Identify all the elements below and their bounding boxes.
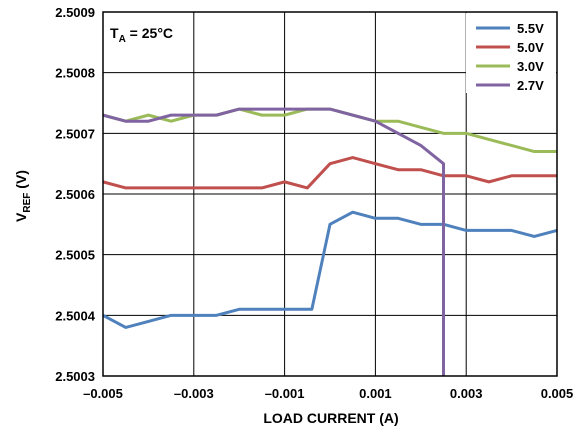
x-tick-label: –0.003 bbox=[174, 386, 214, 401]
y-axis-title-unit: (V) bbox=[13, 170, 29, 193]
y-axis-title-main: V bbox=[13, 212, 29, 222]
legend-label-2-7V: 2.7V bbox=[517, 78, 544, 93]
y-axis-title: VREF (V) bbox=[13, 170, 33, 222]
annotation-rest: = 25°C bbox=[126, 25, 173, 41]
legend-label-3-0V: 3.0V bbox=[517, 59, 544, 74]
x-tick-label: 0.001 bbox=[359, 386, 392, 401]
legend-label-5-5V: 5.5V bbox=[517, 21, 544, 36]
y-tick-label: 2.5003 bbox=[55, 369, 95, 384]
y-tick-label: 2.5007 bbox=[55, 126, 95, 141]
series-line-2-7V bbox=[102, 107, 445, 376]
x-axis-title: LOAD CURRENT (A) bbox=[263, 410, 398, 426]
plot-frame bbox=[102, 11, 558, 377]
series-line-5-0V bbox=[102, 156, 557, 190]
annotation-temperature: TA = 25°C bbox=[110, 25, 173, 45]
x-tick-label: –0.005 bbox=[83, 386, 123, 401]
x-tick-label: 0.003 bbox=[450, 386, 483, 401]
legend-label-5-0V: 5.0V bbox=[517, 40, 544, 55]
y-tick-label: 2.5009 bbox=[55, 5, 95, 20]
y-tick-label: 2.5005 bbox=[55, 248, 95, 263]
series-lines bbox=[102, 107, 558, 376]
legend-background bbox=[466, 13, 556, 93]
legend: 5.5V 5.0V 3.0V 2.7V bbox=[466, 13, 556, 93]
y-tick-label: 2.5006 bbox=[55, 187, 95, 202]
y-axis-title-sub: REF bbox=[22, 193, 33, 213]
series-line-5-5V bbox=[102, 210, 558, 329]
x-tick-label: –0.001 bbox=[265, 386, 305, 401]
y-tick-label: 2.5004 bbox=[55, 308, 96, 323]
annotation-main: T bbox=[110, 25, 119, 41]
y-tick-label: 2.5008 bbox=[55, 66, 95, 81]
tick-labels: –0.005 –0.003 –0.001 0.001 0.003 0.005 2.5003 2… bbox=[55, 5, 573, 401]
annotation-sub: A bbox=[119, 34, 126, 45]
x-tick-label: 0.005 bbox=[541, 386, 574, 401]
